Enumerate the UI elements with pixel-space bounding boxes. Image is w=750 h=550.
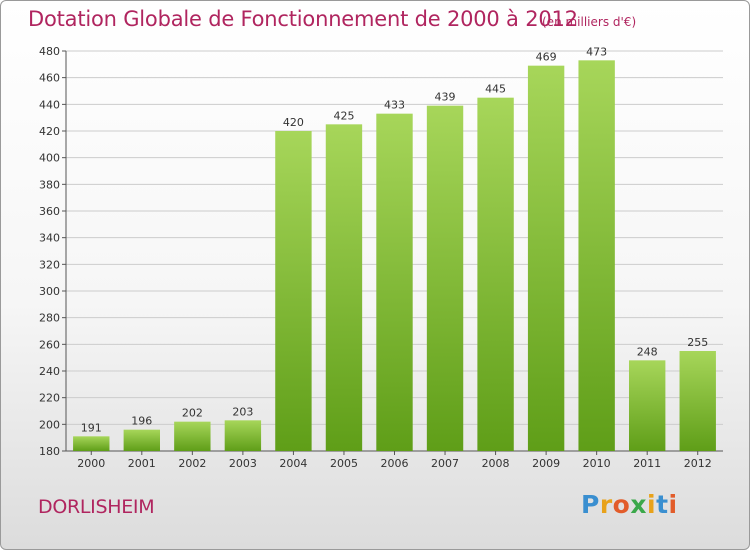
x-tick-label-2006: 2006 bbox=[381, 457, 409, 470]
x-tick-label-2008: 2008 bbox=[482, 457, 510, 470]
x-tick-label-2004: 2004 bbox=[279, 457, 307, 470]
y-tick-label: 400 bbox=[39, 152, 60, 165]
data-label-2005: 425 bbox=[333, 109, 354, 122]
bar-2001 bbox=[123, 429, 161, 451]
x-tick-label-2007: 2007 bbox=[431, 457, 459, 470]
logo-letter: P bbox=[581, 490, 600, 519]
chart-unit-label: (en milliers d'€) bbox=[542, 15, 637, 29]
x-tick-label-2001: 2001 bbox=[128, 457, 156, 470]
x-tick-label-2009: 2009 bbox=[532, 457, 560, 470]
bar-2012 bbox=[679, 351, 716, 451]
y-tick-label: 200 bbox=[39, 418, 60, 431]
x-tick-label-2011: 2011 bbox=[633, 457, 661, 470]
data-label-2002: 202 bbox=[182, 407, 203, 420]
y-tick-label: 240 bbox=[39, 365, 60, 378]
x-tick-label-2010: 2010 bbox=[583, 457, 611, 470]
y-tick-label: 280 bbox=[39, 312, 60, 325]
logo-letter: t bbox=[656, 490, 669, 519]
x-tick-label-2012: 2012 bbox=[684, 457, 712, 470]
logo-letter: x bbox=[630, 490, 647, 519]
bar-2011 bbox=[628, 360, 666, 451]
bar-2002 bbox=[174, 421, 211, 451]
y-tick-label: 480 bbox=[39, 45, 60, 58]
bar-2008 bbox=[477, 97, 514, 452]
data-label-2009: 469 bbox=[536, 51, 557, 64]
data-label-2012: 255 bbox=[687, 336, 708, 349]
commune-name: DORLISHEIM bbox=[38, 496, 155, 518]
bar-2000 bbox=[73, 436, 110, 451]
data-label-2010: 473 bbox=[586, 45, 607, 58]
y-tick-label: 460 bbox=[39, 72, 60, 85]
data-label-2007: 439 bbox=[435, 91, 456, 104]
y-tick-label: 340 bbox=[39, 232, 60, 245]
y-tick-label: 180 bbox=[39, 445, 60, 458]
data-label-2003: 203 bbox=[232, 405, 253, 418]
bar-2007 bbox=[426, 105, 464, 452]
bar-2010 bbox=[578, 60, 615, 451]
bars bbox=[73, 60, 716, 452]
data-label-2008: 445 bbox=[485, 83, 506, 96]
logo-letter: r bbox=[599, 490, 613, 519]
x-tick-label-2003: 2003 bbox=[229, 457, 257, 470]
bar-2003 bbox=[224, 420, 262, 451]
y-tick-label: 300 bbox=[39, 285, 60, 298]
data-label-2000: 191 bbox=[81, 421, 102, 434]
data-label-2006: 433 bbox=[384, 99, 405, 112]
logo-letter: o bbox=[612, 490, 631, 519]
proxiti-logo[interactable]: Proxiti bbox=[581, 490, 678, 519]
x-tick-label-2000: 2000 bbox=[77, 457, 105, 470]
y-tick-label: 260 bbox=[39, 338, 60, 351]
chart-title: Dotation Globale de Fonctionnement de 20… bbox=[28, 7, 578, 31]
y-tick-label: 380 bbox=[39, 178, 60, 191]
bar-2009 bbox=[527, 65, 565, 452]
bar-2005 bbox=[325, 124, 363, 451]
y-tick-label: 320 bbox=[39, 258, 60, 271]
y-tick-label: 420 bbox=[39, 125, 60, 138]
bar-2004 bbox=[275, 131, 312, 451]
data-label-2001: 196 bbox=[131, 415, 152, 428]
logo-letter: i bbox=[668, 490, 678, 519]
axes: 180 200 220 240 260 280 300 320 340 360 380 400 420 4… bbox=[39, 45, 723, 470]
y-tick-label: 220 bbox=[39, 392, 60, 405]
x-tick-label-2002: 2002 bbox=[178, 457, 206, 470]
x-tick-label-2005: 2005 bbox=[330, 457, 358, 470]
data-label-2004: 420 bbox=[283, 116, 304, 129]
y-tick-label: 360 bbox=[39, 205, 60, 218]
bar-2006 bbox=[376, 113, 413, 452]
logo-letter: i bbox=[647, 490, 657, 519]
y-tick-label: 440 bbox=[39, 98, 60, 111]
data-label-2011: 248 bbox=[637, 345, 658, 358]
data-labels: 191 196 202 203 420 425 433 439 445 469 473 248 255 bbox=[81, 45, 708, 434]
